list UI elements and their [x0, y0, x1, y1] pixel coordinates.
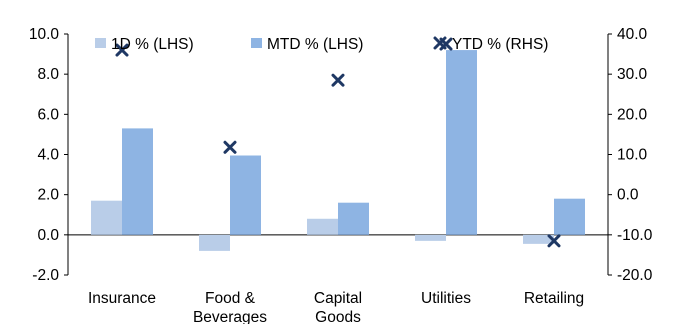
left-tick-label: 0.0 [37, 227, 59, 244]
legend-swatch [95, 38, 106, 48]
left-tick-label: 2.0 [37, 187, 59, 204]
legend: 1D % (LHS) MTD % (LHS) YTD % (RHS) [95, 36, 548, 53]
legend-swatch [433, 36, 447, 50]
bar-mtd [338, 202, 369, 235]
bar-mtd [554, 198, 585, 235]
right-tick-label: -10.0 [617, 227, 653, 244]
bar-1d [415, 234, 446, 241]
legend-label: 1D % (LHS) [111, 36, 194, 53]
bar-mtd [230, 155, 261, 235]
legend-swatch [251, 38, 262, 48]
right-tick-label: -20.0 [617, 267, 653, 284]
left-tick-label: 10.0 [29, 26, 60, 43]
legend-label: MTD % (LHS) [267, 36, 363, 53]
bar-mtd [446, 50, 477, 235]
bar-series [91, 50, 585, 251]
left-tick-label: -2.0 [32, 267, 59, 284]
category-label: Goods [315, 309, 361, 324]
right-tick-label: 10.0 [617, 147, 648, 164]
category-labels: Insurance Food & Beverages Capital Goods Util… [88, 290, 584, 324]
bar-1d [199, 234, 230, 251]
ytd-marker [331, 73, 345, 87]
category-label: Retailing [524, 290, 584, 307]
category-label: Beverages [193, 309, 267, 324]
bar-1d [523, 234, 554, 244]
left-y-axis: -2.0 0.0 2.0 4.0 6.0 8.0 10.0 [29, 26, 68, 284]
bar-mtd [122, 128, 153, 235]
bar-1d [307, 218, 338, 235]
ytd-marker [223, 140, 237, 154]
category-label: Utilities [421, 290, 471, 307]
right-tick-label: 40.0 [617, 26, 648, 43]
category-label: Insurance [88, 290, 156, 307]
right-tick-label: 0.0 [617, 187, 639, 204]
ytd-marker [115, 43, 129, 57]
right-tick-label: 20.0 [617, 106, 648, 123]
category-label: Food & [205, 290, 256, 307]
right-tick-label: 30.0 [617, 66, 648, 83]
left-tick-label: 6.0 [37, 106, 59, 123]
left-tick-label: 4.0 [37, 147, 59, 164]
category-label: Capital [314, 290, 362, 307]
bar-1d [91, 200, 122, 235]
ytd-marker [547, 234, 561, 248]
legend-label: YTD % (RHS) [452, 36, 548, 53]
left-tick-label: 8.0 [37, 66, 59, 83]
right-y-axis: -20.0 -10.0 0.0 10.0 20.0 30.0 40.0 [608, 26, 653, 284]
